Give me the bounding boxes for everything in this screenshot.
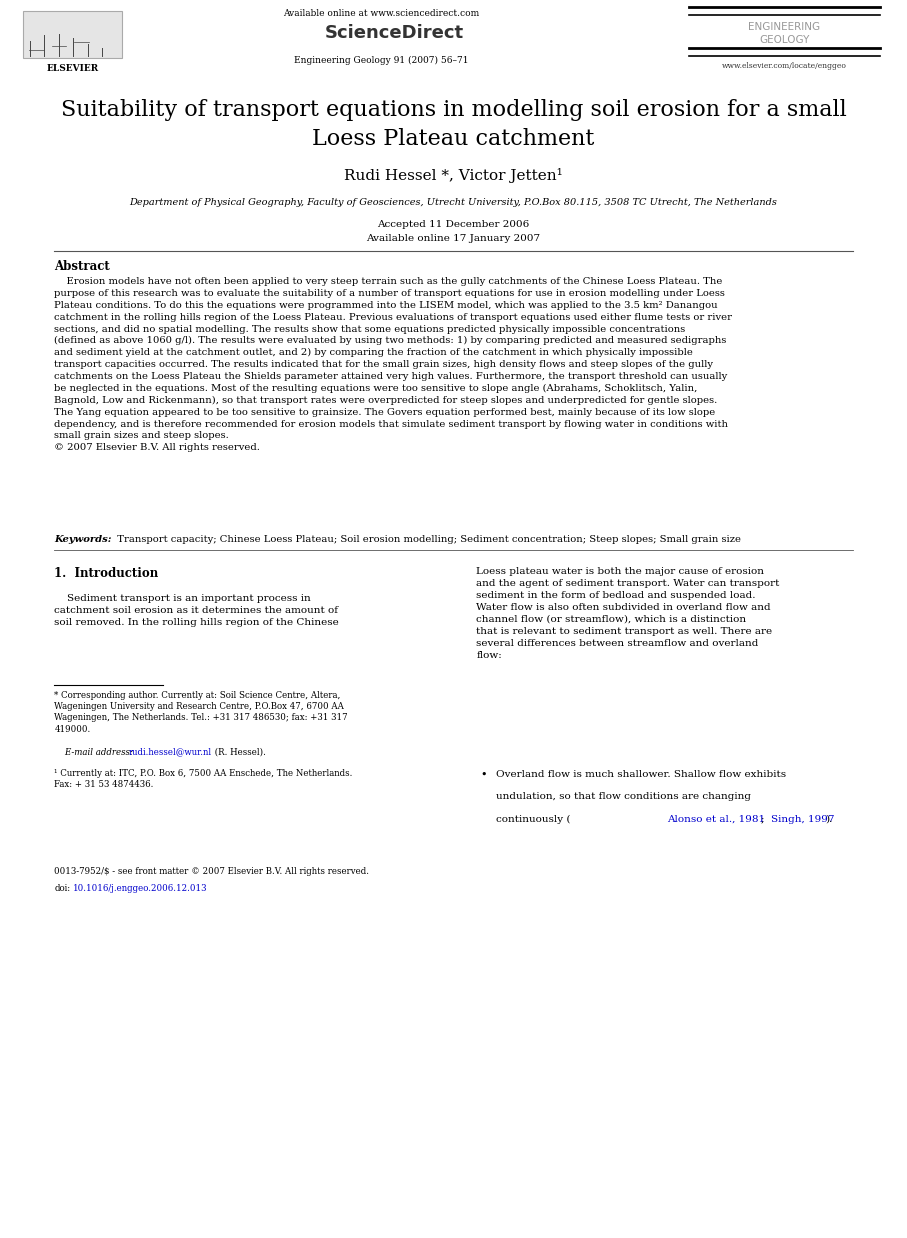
Text: Transport capacity; Chinese Loess Plateau; Soil erosion modelling; Sediment conc: Transport capacity; Chinese Loess Platea… [111, 535, 741, 543]
Text: doi:: doi: [54, 884, 71, 893]
Text: Abstract: Abstract [54, 260, 110, 274]
FancyBboxPatch shape [23, 11, 122, 58]
Text: Suitability of transport equations in modelling soil erosion for a small
Loess P: Suitability of transport equations in mo… [61, 99, 846, 150]
Text: ENGINEERING
GEOLOGY: ENGINEERING GEOLOGY [748, 22, 821, 45]
Text: ¹ Currently at: ITC, P.O. Box 6, 7500 AA Enschede, The Netherlands.
Fax: + 31 53: ¹ Currently at: ITC, P.O. Box 6, 7500 AA… [54, 769, 353, 789]
Text: •: • [481, 770, 487, 780]
Text: ).: ). [825, 815, 833, 823]
Text: Loess plateau water is both the major cause of erosion
and the agent of sediment: Loess plateau water is both the major ca… [476, 567, 779, 660]
Text: Keywords:: Keywords: [54, 535, 112, 543]
Text: continuously (: continuously ( [496, 815, 571, 823]
Text: rudi.hessel@wur.nl: rudi.hessel@wur.nl [129, 748, 212, 756]
Text: Overland flow is much shallower. Shallow flow exhibits: Overland flow is much shallower. Shallow… [496, 770, 786, 779]
Text: Singh, 1997: Singh, 1997 [771, 815, 834, 823]
Text: Alonso et al., 1981: Alonso et al., 1981 [667, 815, 765, 823]
Text: 0013-7952/$ - see front matter © 2007 Elsevier B.V. All rights reserved.: 0013-7952/$ - see front matter © 2007 El… [54, 867, 369, 875]
Text: Erosion models have not often been applied to very steep terrain such as the gul: Erosion models have not often been appli… [54, 277, 733, 452]
Text: (R. Hessel).: (R. Hessel). [212, 748, 266, 756]
Text: undulation, so that flow conditions are changing: undulation, so that flow conditions are … [496, 792, 751, 801]
Text: E-mail address:: E-mail address: [54, 748, 136, 756]
Text: 1.  Introduction: 1. Introduction [54, 567, 159, 581]
Text: ScienceDirect: ScienceDirect [325, 24, 464, 42]
Text: Accepted 11 December 2006
Available online 17 January 2007: Accepted 11 December 2006 Available onli… [366, 220, 541, 243]
Text: Rudi Hessel *, Victor Jetten¹: Rudi Hessel *, Victor Jetten¹ [344, 168, 563, 183]
Text: ;: ; [761, 815, 767, 823]
Text: Engineering Geology 91 (2007) 56–71: Engineering Geology 91 (2007) 56–71 [294, 56, 468, 64]
Text: www.elsevier.com/locate/enggeo: www.elsevier.com/locate/enggeo [722, 62, 847, 69]
Text: Sediment transport is an important process in
catchment soil erosion as it deter: Sediment transport is an important proce… [54, 594, 339, 628]
Text: ELSEVIER: ELSEVIER [46, 64, 99, 73]
Text: Available online at www.sciencedirect.com: Available online at www.sciencedirect.co… [283, 9, 479, 17]
Text: 10.1016/j.enggeo.2006.12.013: 10.1016/j.enggeo.2006.12.013 [73, 884, 207, 893]
Text: Department of Physical Geography, Faculty of Geosciences, Utrecht University, P.: Department of Physical Geography, Facult… [130, 198, 777, 207]
Text: * Corresponding author. Currently at: Soil Science Centre, Altera,
Wageningen Un: * Corresponding author. Currently at: So… [54, 691, 348, 734]
